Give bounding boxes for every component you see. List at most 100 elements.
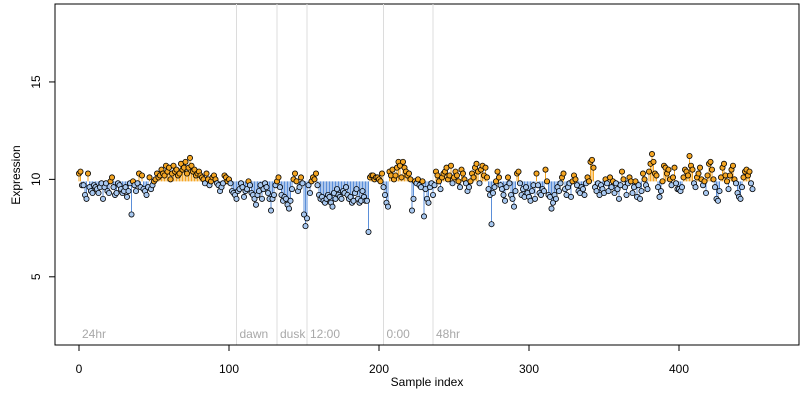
data-point — [495, 174, 502, 181]
data-point — [299, 180, 306, 187]
data-point — [686, 152, 693, 159]
data-point — [515, 168, 522, 175]
phase-labels: 24hr dawn dusk 12:00 0:00 48hr — [82, 327, 460, 341]
data-point — [622, 184, 629, 191]
data-point — [252, 201, 259, 208]
data-point — [267, 207, 274, 214]
data-point — [716, 188, 723, 195]
data-point — [614, 186, 621, 193]
data-point — [619, 168, 626, 175]
data-point — [410, 195, 417, 202]
data-point — [263, 184, 270, 191]
data-point — [707, 158, 714, 165]
data-point — [746, 168, 753, 175]
data-point — [556, 188, 563, 195]
data-point — [483, 174, 490, 181]
data-point — [378, 170, 385, 177]
data-point — [670, 174, 677, 181]
data-point — [541, 188, 548, 195]
data-point — [146, 174, 153, 181]
data-point — [673, 180, 680, 187]
data-point — [710, 176, 717, 183]
data-point — [227, 180, 234, 187]
data-point — [429, 191, 436, 198]
data-point — [504, 174, 511, 181]
data-point — [704, 172, 711, 179]
data-point — [363, 197, 370, 204]
data-point — [581, 191, 588, 198]
data-point — [459, 170, 466, 177]
data-point — [128, 211, 135, 218]
data-point — [293, 178, 300, 185]
data-point — [80, 182, 87, 189]
data-point — [512, 188, 519, 195]
data-point — [380, 184, 387, 191]
data-point — [347, 193, 354, 200]
y-tick-label: 10 — [29, 172, 43, 186]
data-point — [715, 197, 722, 204]
data-point — [405, 170, 412, 177]
data-point — [296, 184, 303, 191]
data-point — [739, 184, 746, 191]
phase-label: dawn — [240, 327, 269, 341]
data-point — [703, 190, 710, 197]
data-point — [589, 156, 596, 163]
data-point — [568, 193, 575, 200]
data-point — [689, 166, 696, 173]
data-point — [641, 176, 648, 183]
data-point — [203, 170, 210, 177]
x-tick-label: 200 — [369, 362, 389, 376]
data-point — [671, 164, 678, 171]
data-point — [485, 186, 492, 193]
data-point — [183, 170, 190, 177]
x-axis-label: Sample index — [391, 375, 464, 389]
data-point — [138, 172, 145, 179]
data-point — [122, 184, 129, 191]
data-point — [523, 184, 530, 191]
data-point — [125, 188, 132, 195]
data-point — [399, 158, 406, 165]
data-point — [359, 188, 366, 195]
data-point — [737, 195, 744, 202]
data-point — [488, 221, 495, 228]
data-point — [629, 190, 636, 197]
data-point — [420, 213, 427, 220]
data-point — [697, 164, 704, 171]
phase-label: 12:00 — [310, 327, 340, 341]
data-point — [300, 211, 307, 218]
data-point — [449, 180, 456, 187]
data-point — [533, 170, 540, 177]
data-point — [607, 174, 614, 181]
data-point — [167, 176, 174, 183]
y-tick-label: 5 — [29, 273, 43, 280]
data-point — [658, 188, 665, 195]
data-point — [305, 182, 312, 189]
data-point — [492, 178, 499, 185]
data-point — [655, 184, 662, 191]
phase-label: 48hr — [436, 327, 460, 341]
data-point — [721, 160, 728, 167]
data-point — [501, 197, 508, 204]
data-point — [679, 184, 686, 191]
data-point — [425, 199, 432, 206]
data-point — [314, 182, 321, 189]
phase-lines — [236, 4, 434, 345]
data-point — [447, 162, 454, 169]
data-point — [100, 195, 107, 202]
data-point — [408, 207, 415, 214]
data-point — [377, 178, 384, 185]
data-point — [338, 195, 345, 202]
data-point — [590, 164, 597, 171]
data-point — [489, 190, 496, 197]
data-point — [586, 178, 593, 185]
data-point — [476, 180, 483, 187]
data-point — [695, 170, 702, 177]
data-point — [353, 186, 360, 193]
data-point — [685, 172, 692, 179]
data-point — [557, 180, 564, 187]
data-point — [342, 184, 349, 191]
data-point — [640, 170, 647, 177]
data-point — [431, 182, 438, 189]
data-point — [258, 195, 265, 202]
